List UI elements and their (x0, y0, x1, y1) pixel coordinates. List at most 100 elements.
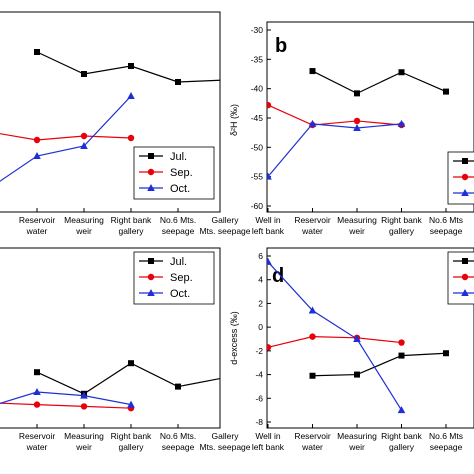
series-line-oct (267, 123, 402, 178)
data-point-jul (175, 383, 181, 390)
x-tick-label: Mts. seepage (199, 442, 250, 452)
x-tick-label: Well in (255, 215, 281, 225)
x-tick-label: water (301, 442, 323, 452)
legend (447, 151, 474, 205)
series-line-jul (36, 362, 220, 395)
y-tick-label: 4 (258, 275, 263, 285)
series-group (0, 360, 228, 412)
legend-marker (462, 258, 468, 264)
x-tick-label: gallery (389, 226, 415, 236)
data-point-sep (398, 339, 405, 346)
data-point-jul (34, 49, 40, 55)
legend-label: Jul. (170, 256, 187, 268)
legend-marker (147, 184, 155, 191)
legend-marker (148, 258, 154, 264)
y-tick-label: -40 (251, 84, 264, 94)
series-group (0, 49, 228, 182)
data-point-jul (354, 90, 360, 97)
series-line-sep (267, 104, 402, 126)
data-point-oct (267, 172, 272, 180)
x-tick-label: No.6 Mts. (160, 431, 196, 441)
legend-marker (147, 168, 155, 176)
series-group (267, 68, 449, 180)
x-tick-label: gallery (389, 442, 415, 452)
series-line-sep (0, 133, 132, 141)
legend: Jul. Sep. Oct. (133, 251, 215, 305)
legend-marker (462, 158, 468, 164)
x-tick-label: left bank (252, 442, 285, 452)
data-point-sep (127, 134, 135, 142)
legend-label: Jul. (170, 151, 187, 163)
legend: Jul. Sep. Oct. (133, 146, 215, 200)
data-point-oct (127, 400, 135, 408)
data-point-jul (222, 375, 228, 381)
y-tick-label: 6 (258, 251, 263, 261)
plot-frame (266, 247, 474, 429)
data-point-sep (80, 403, 88, 410)
panel-b: -30 -35 -40 -45 -50 -55 -60 δ²H (‰) b Well inleft… (229, 21, 474, 236)
data-point-jul (398, 69, 405, 76)
y-tick-label: -45 (251, 113, 264, 123)
legend-marker (148, 153, 154, 159)
series-line-jul (312, 70, 447, 95)
x-tick-label: gallery (118, 442, 144, 452)
series-line-oct (267, 261, 403, 411)
data-point-sep (80, 132, 88, 140)
x-tick-label: Measuring (64, 431, 104, 441)
x-tick-label: No.6 Mts. (160, 215, 196, 225)
legend-marker (461, 173, 469, 181)
series-line-sep (0, 402, 132, 409)
series-line-sep (267, 336, 402, 348)
y-tick-label: -30 (251, 25, 264, 35)
data-point-oct (127, 92, 135, 99)
data-point-jul (128, 63, 134, 69)
data-point-jul (309, 372, 316, 379)
data-point-oct (353, 335, 361, 342)
panel-letter: b (275, 35, 287, 57)
data-point-oct (353, 123, 361, 131)
plot-frame (0, 11, 221, 213)
x-tick-label: Reservoir (19, 431, 56, 441)
data-point-oct (33, 388, 41, 395)
x-tick-label: Well in (255, 431, 281, 441)
x-tick-label: seepage (430, 442, 463, 452)
plot-frame (0, 247, 221, 429)
legend (447, 251, 474, 305)
y-tick-label: -4 (255, 370, 263, 380)
legend-marker (461, 289, 469, 296)
data-point-jul (81, 71, 87, 77)
data-point-oct (308, 119, 317, 127)
legend-label: Sep. (170, 167, 193, 179)
x-tick-label: seepage (162, 226, 195, 236)
x-tick-label: water (26, 442, 48, 452)
y-tick-label: -2 (255, 346, 263, 356)
x-tick-label: Mts. seepage (199, 226, 250, 236)
data-point-oct (267, 257, 272, 265)
y-axis-label: d-excess (‰) (229, 311, 239, 365)
legend-label: Sep. (170, 272, 193, 284)
data-point-jul (443, 350, 449, 357)
legend-marker (461, 189, 469, 196)
x-tick-label: weir (348, 226, 365, 236)
data-point-jul (443, 88, 449, 95)
data-point-oct (397, 119, 406, 127)
data-point-sep (33, 136, 41, 144)
data-point-jul (222, 77, 228, 83)
data-point-sep (309, 333, 316, 340)
data-point-sep (267, 344, 272, 351)
y-tick-label: -55 (251, 172, 264, 182)
y-tick-label: -35 (251, 54, 264, 64)
x-tick-label: Measuring (64, 215, 104, 225)
legend-label: Oct. (170, 183, 190, 195)
y-tick-label: -50 (251, 142, 264, 152)
x-tick-label: Right bank (111, 431, 152, 441)
x-tick-label: seepage (430, 226, 463, 236)
x-tick-label: water (26, 226, 48, 236)
series-group (267, 257, 449, 414)
legend-marker (147, 273, 155, 281)
data-point-jul (175, 79, 181, 85)
data-point-jul (398, 352, 405, 359)
legend-marker (147, 289, 155, 296)
